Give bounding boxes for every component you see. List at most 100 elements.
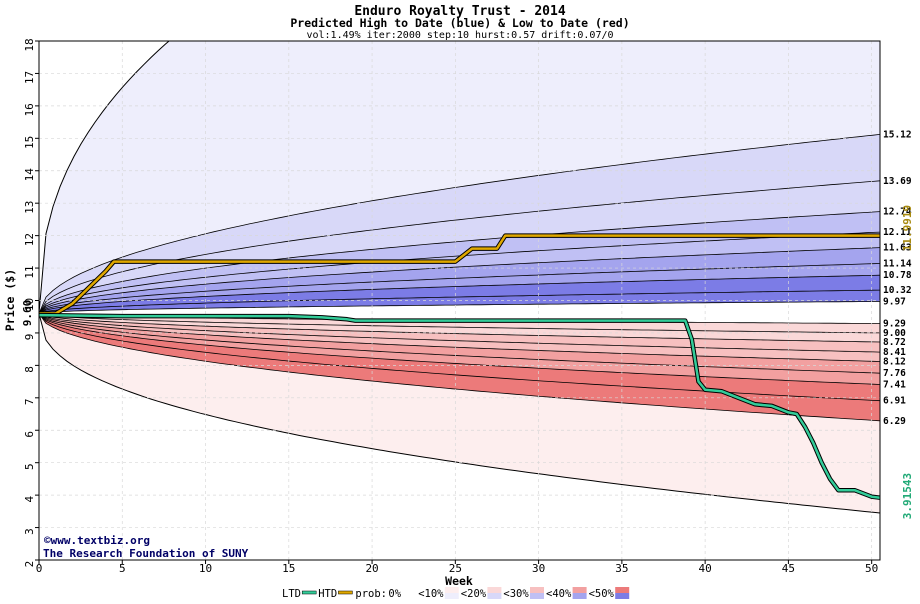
upper-fan-band-0 <box>39 41 880 314</box>
legend-bucket-label: <50% <box>589 588 615 600</box>
x-tick-label: 50 <box>865 562 878 575</box>
x-tick-label: 10 <box>199 562 212 575</box>
lower-fan-band-8 <box>39 313 880 421</box>
legend-bucket-swatch-low <box>615 587 630 593</box>
upper-fan-boundary-7 <box>39 274 880 314</box>
lower-fan-band-3 <box>39 313 880 353</box>
legend: LTD HTD prob: 0% <10% <20% <30% <40% <50% <box>282 587 630 600</box>
legend-bucket-label: <20% <box>461 588 487 600</box>
final-high-label: 11.9919 <box>901 205 914 251</box>
y-axis-label: Price ($) <box>3 269 17 331</box>
level-label: 6.91 <box>883 396 906 407</box>
legend-bucket-swatch-high <box>615 593 630 599</box>
legend-ltd-swatch <box>301 590 317 595</box>
upper-fan-band-8 <box>39 290 880 314</box>
y-tick-label: 9 <box>23 334 36 341</box>
lower-fan-boundary-7 <box>39 313 880 385</box>
y-tick-label: 17 <box>23 71 36 84</box>
level-label: 6.29 <box>883 416 906 427</box>
legend-bucket-swatch-low <box>402 587 417 593</box>
upper-fan-band-6 <box>39 263 880 314</box>
lower-fan-band-1 <box>39 313 880 333</box>
plot-area: 0 5 10 15 20 25 30 35 40 45 5023456789101112131415… <box>23 38 912 575</box>
final-low-label: 3.91543 <box>901 473 914 519</box>
htd-series-line <box>39 234 880 315</box>
lower-fan-band-7 <box>39 313 880 401</box>
legend-bucket-swatch-high <box>530 593 544 599</box>
upper-fan-band-4 <box>39 232 880 314</box>
y-tick-label: 12 <box>23 233 36 246</box>
legend-bucket-label: 0% <box>388 588 401 600</box>
lower-fan-band-6 <box>39 313 880 385</box>
legend-htd-label: HTD <box>318 588 337 600</box>
x-tick-label: 15 <box>282 562 295 575</box>
legend-bucket-label: <10% <box>418 588 444 600</box>
level-label: 13.69 <box>883 176 912 187</box>
level-label: 8.12 <box>883 356 906 367</box>
legend-prob-prefix: prob: <box>355 588 387 600</box>
level-label: 8.41 <box>883 347 906 358</box>
y-tick-label: 8 <box>23 366 36 373</box>
level-label: 10.78 <box>883 270 912 281</box>
upper-fan-boundary-6 <box>39 263 880 314</box>
y-tick-label: 3 <box>23 528 36 535</box>
level-label: 9.97 <box>883 296 906 307</box>
legend-ltd-label: LTD <box>282 588 301 600</box>
level-label: 9.00 <box>883 328 906 339</box>
y-tick-label: 11 <box>23 265 36 278</box>
chart-params: vol:1.49% iter:2000 step:10 hurst:0.57 d… <box>306 30 613 41</box>
x-tick-label: 5 <box>119 562 126 575</box>
level-label: 12.11 <box>883 227 912 238</box>
level-label: 10.32 <box>883 285 912 296</box>
level-label: 7.76 <box>883 368 906 379</box>
level-label: 8.72 <box>883 337 906 348</box>
legend-bucket-swatch-high <box>572 593 587 599</box>
lower-fan-band-2 <box>39 313 880 342</box>
start-price-label: 9.60 <box>21 300 34 327</box>
x-tick-label: 30 <box>532 562 545 575</box>
x-tick-label: 45 <box>782 562 795 575</box>
lower-fan-band-4 <box>39 313 880 362</box>
plot-frame <box>38 40 881 561</box>
y-tick-label: 18 <box>23 38 36 51</box>
legend-bucket-label: <40% <box>546 588 572 600</box>
level-label: 11.63 <box>883 243 912 254</box>
level-label: 11.14 <box>883 259 912 270</box>
x-tick-label: 40 <box>699 562 712 575</box>
upper-fan-band-1 <box>39 134 880 314</box>
lower-fan-band-5 <box>39 313 880 374</box>
upper-fan-band-2 <box>39 180 880 314</box>
level-label: 15.12 <box>883 129 912 140</box>
legend-bucket-swatch-high <box>402 593 417 599</box>
legend-bucket-swatch-low <box>444 587 459 593</box>
x-tick-label: 20 <box>365 562 378 575</box>
y-tick-label: 16 <box>23 103 36 116</box>
legend-htd-swatch <box>338 590 353 595</box>
upper-fan-boundary-3 <box>39 211 880 314</box>
ltd-series-line <box>38 313 881 499</box>
chart-title: Enduro Royalty Trust - 2014 <box>354 4 565 19</box>
lower-fan-boundary-6 <box>39 313 880 374</box>
credit-line-2: The Research Foundation of SUNY <box>43 547 249 560</box>
y-tick-label: 4 <box>23 495 36 502</box>
lower-fan-boundary-8 <box>39 313 880 402</box>
legend-bucket-swatch-low <box>530 587 544 593</box>
upper-fan-boundary-1 <box>39 134 880 314</box>
lower-fan-boundary-3 <box>39 313 880 343</box>
level-label: 7.41 <box>883 380 906 391</box>
level-label: 12.74 <box>883 207 912 218</box>
x-axis-label: Week <box>445 574 473 588</box>
x-tick-label: 35 <box>615 562 628 575</box>
upper-fan-band-5 <box>39 247 880 314</box>
x-tick-label: 0 <box>36 562 43 575</box>
upper-fan-boundary-2 <box>39 180 880 314</box>
legend-bucket-swatch-low <box>487 587 502 593</box>
legend-bucket-swatch-low <box>572 587 587 593</box>
y-tick-label: 2 <box>23 561 36 568</box>
legend-bucket-swatch-high <box>444 593 459 599</box>
chart-subtitle: Predicted High to Date (blue) & Low to D… <box>290 16 629 30</box>
y-tick-label: 15 <box>23 136 36 149</box>
y-tick-label: 6 <box>23 431 36 438</box>
